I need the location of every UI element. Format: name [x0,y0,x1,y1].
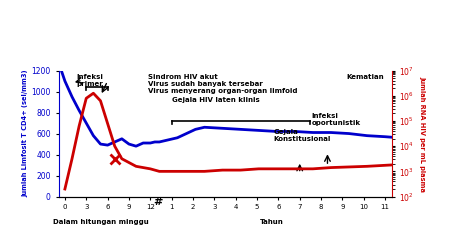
Y-axis label: Jumlah Limfosit T CD4+ (sel/mm3): Jumlah Limfosit T CD4+ (sel/mm3) [22,70,29,197]
Text: Gejala
Konstitusional: Gejala Konstitusional [273,129,331,142]
Text: Gejala HIV laten klinis: Gejala HIV laten klinis [172,97,260,103]
Text: Sindrom HIV akut
Virus sudah banyak tersebar
Virus menyerang organ-organ limfoid: Sindrom HIV akut Virus sudah banyak ters… [148,74,298,94]
Text: Kematian: Kematian [346,74,384,80]
Text: Tahun: Tahun [260,219,284,225]
Text: Infeksi
primer: Infeksi primer [77,74,104,87]
Text: #: # [153,197,162,207]
Y-axis label: Jumlah RNA HIV per mL plasma: Jumlah RNA HIV per mL plasma [419,76,425,192]
Text: Dalam hitungan minggu: Dalam hitungan minggu [53,219,149,225]
Text: Infeksi
oportunistik: Infeksi oportunistik [311,113,361,127]
